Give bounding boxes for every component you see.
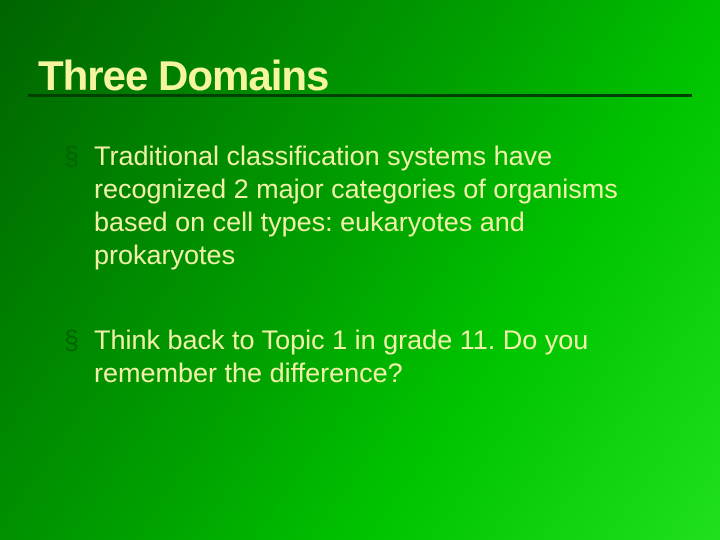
slide-title: Three Domains [38,52,328,100]
list-item: Think back to Topic 1 in grade 11. Do yo… [94,324,666,390]
bullet-text: Traditional classification systems have … [94,141,618,270]
list-item: Traditional classification systems have … [94,140,666,272]
bullet-text: Think back to Topic 1 in grade 11. Do yo… [94,325,588,388]
bullet-list: Traditional classification systems have … [94,140,666,390]
slide: Three Domains Traditional classification… [0,0,720,540]
